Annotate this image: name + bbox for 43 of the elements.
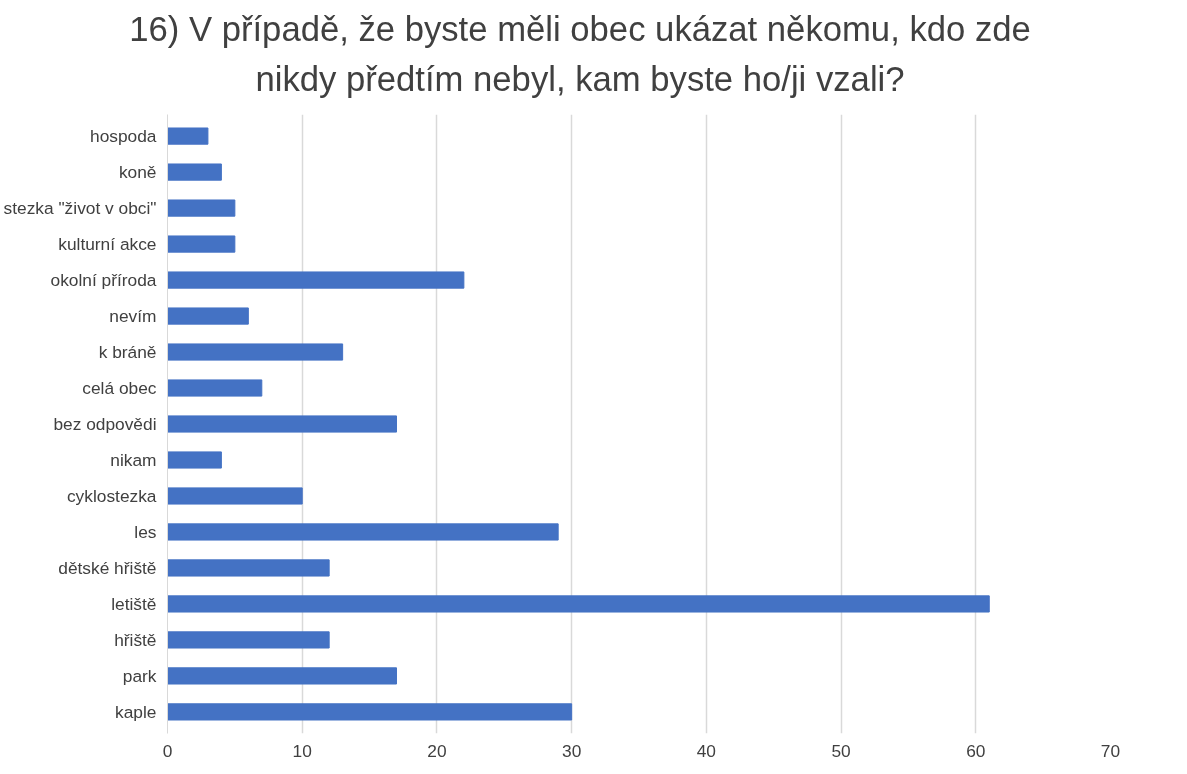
bar <box>167 523 559 541</box>
bar <box>167 271 465 289</box>
y-tick-label: les <box>134 522 157 543</box>
y-tick-label: stezka "život v obci" <box>3 198 157 219</box>
bar <box>167 379 263 397</box>
x-tick-label: 50 <box>831 740 851 761</box>
y-tick-label: letiště <box>111 594 157 614</box>
y-tick-label: hospoda <box>90 126 157 147</box>
bar <box>167 343 344 361</box>
x-tick-label: 60 <box>966 740 986 761</box>
x-tick-label: 30 <box>562 740 582 761</box>
bar <box>167 487 303 505</box>
bar <box>167 631 330 649</box>
y-tick-label: park <box>122 665 157 686</box>
bar <box>167 559 330 577</box>
bar <box>167 235 236 253</box>
y-tick-label: dětské hřiště <box>58 558 157 579</box>
x-tick-label: 10 <box>292 740 312 761</box>
y-tick-label: kulturní akce <box>58 234 157 255</box>
y-tick-label: bez odpovědi <box>53 414 157 435</box>
bar <box>167 703 573 721</box>
x-tick-label: 70 <box>1100 740 1121 761</box>
y-tick-label: celá obec <box>82 378 157 399</box>
bar <box>167 199 236 217</box>
bar <box>167 415 398 433</box>
bar <box>167 451 222 469</box>
chart-title: 16) V případě, že byste měli obec ukázat někomu, kdo zde nikdy předtím nebyl, kam byste ho/ji vzali? <box>128 9 1032 100</box>
bar <box>167 595 990 613</box>
y-tick-label: nikam <box>110 450 157 471</box>
bar <box>167 307 249 325</box>
bar <box>167 667 398 685</box>
y-tick-label: hřiště <box>114 629 157 650</box>
y-tick-label: koně <box>118 162 157 183</box>
y-tick-label: kaple <box>115 701 157 722</box>
bar <box>167 163 222 181</box>
y-tick-label: k bráně <box>98 342 157 363</box>
x-tick-label: 20 <box>427 740 447 761</box>
y-tick-label: cyklostezka <box>66 486 157 507</box>
x-tick-label: 0 <box>162 740 173 761</box>
y-tick-label: nevím <box>109 306 157 327</box>
x-tick-label: 40 <box>696 740 716 761</box>
bar <box>167 127 209 145</box>
y-tick-label: okolní příroda <box>50 270 157 291</box>
